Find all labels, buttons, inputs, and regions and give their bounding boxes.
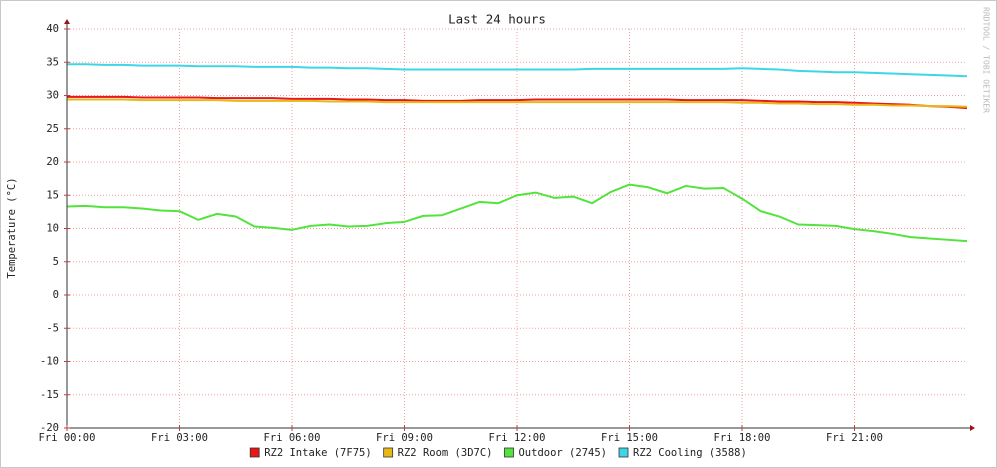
- x-tick-label: Fri 12:00: [489, 432, 546, 444]
- legend-swatch: [618, 447, 629, 458]
- y-tick-label: 25: [46, 123, 59, 135]
- legend-swatch: [504, 447, 514, 458]
- y-tick-label: 5: [53, 256, 59, 268]
- y-tick-label: 0: [53, 289, 59, 301]
- axes: -20 -15 -10 -5 0 5 10 15 20 25 30 35 40 Fri 00:00 Fri …: [39, 19, 975, 444]
- series-line: [67, 95, 968, 110]
- x-tick-label: Fri 18:00: [714, 432, 771, 444]
- grid: [66, 28, 967, 429]
- x-arrow: [970, 425, 975, 431]
- y-tick-label: 20: [46, 156, 59, 168]
- x-tick-label: Fri 21:00: [826, 432, 883, 444]
- chart-title: Last 24 hours: [448, 12, 546, 27]
- x-tick-label: Fri 00:00: [39, 432, 96, 444]
- legend-swatch: [249, 447, 260, 458]
- series-line: [67, 98, 968, 108]
- y-tick-label: 10: [46, 223, 59, 235]
- y-tick-label: -5: [46, 322, 59, 334]
- y-tick-label: 30: [46, 90, 59, 102]
- y-tick-label: 15: [46, 189, 59, 201]
- y-arrow: [64, 19, 70, 24]
- y-axis-label: Temperature (°C): [6, 177, 18, 278]
- series-line: [66, 183, 968, 243]
- lines: [66, 63, 968, 243]
- y-tick-label: -20: [40, 422, 59, 434]
- watermark: RRDTOOL / TOBI OETIKER: [982, 7, 991, 113]
- x-tick-label: Fri 06:00: [264, 432, 321, 444]
- series-line: [67, 63, 968, 78]
- y-tick-label: -15: [40, 389, 59, 401]
- legend-swatch: [383, 447, 394, 458]
- y-tick-label: 35: [46, 56, 59, 68]
- x-tick-label: Fri 15:00: [601, 432, 658, 444]
- legend-label: RZ2 Intake (7F75): [264, 447, 371, 459]
- y-tick-label: 40: [46, 23, 59, 35]
- x-tick-label: Fri 09:00: [376, 432, 433, 444]
- legend-label: RZ2 Cooling (3588): [633, 447, 747, 459]
- legend-label: Outdoor (2745): [518, 447, 607, 459]
- legend: RZ2 Intake (7F75) RZ2 Room (3D7C) Outdoor …: [249, 447, 747, 459]
- y-tick-label: -10: [40, 356, 59, 368]
- x-tick-label: Fri 03:00: [151, 432, 208, 444]
- legend-label: RZ2 Room (3D7C): [398, 447, 493, 459]
